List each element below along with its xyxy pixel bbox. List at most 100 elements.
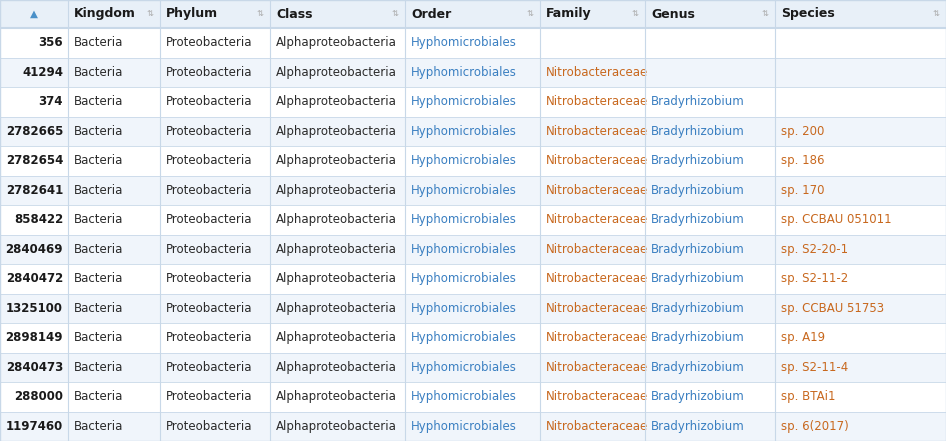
Text: Bradyrhizobium: Bradyrhizobium [651, 243, 745, 256]
Text: Alphaproteobacteria: Alphaproteobacteria [276, 66, 397, 79]
Text: Nitrobacteraceae: Nitrobacteraceae [546, 213, 648, 226]
Bar [0, 205, 946, 235]
Text: 1325100: 1325100 [6, 302, 63, 315]
Text: Bradyrhizobium: Bradyrhizobium [651, 302, 745, 315]
Text: sp. BTAi1: sp. BTAi1 [781, 390, 835, 403]
Text: Phylum: Phylum [166, 7, 219, 20]
Text: sp. S2-11-2: sp. S2-11-2 [781, 272, 849, 285]
Text: 858422: 858422 [14, 213, 63, 226]
Text: Bacteria: Bacteria [74, 184, 123, 197]
Text: Hyphomicrobiales: Hyphomicrobiales [411, 36, 517, 49]
Text: Hyphomicrobiales: Hyphomicrobiales [411, 213, 517, 226]
Text: Alphaproteobacteria: Alphaproteobacteria [276, 420, 397, 433]
Text: ⇅: ⇅ [257, 10, 264, 19]
Text: ▲: ▲ [30, 9, 38, 19]
Text: Alphaproteobacteria: Alphaproteobacteria [276, 361, 397, 374]
Text: Class: Class [276, 7, 312, 20]
Text: Bacteria: Bacteria [74, 390, 123, 403]
Text: Bacteria: Bacteria [74, 125, 123, 138]
Text: Proteobacteria: Proteobacteria [166, 331, 253, 344]
Text: Hyphomicrobiales: Hyphomicrobiales [411, 390, 517, 403]
Text: Genus: Genus [651, 7, 695, 20]
Text: Proteobacteria: Proteobacteria [166, 184, 253, 197]
Text: sp. A19: sp. A19 [781, 331, 825, 344]
Bar [0, 323, 946, 352]
Text: ⇅: ⇅ [527, 10, 534, 19]
Text: Proteobacteria: Proteobacteria [166, 125, 253, 138]
Text: ⇅: ⇅ [933, 10, 940, 19]
Text: sp. 200: sp. 200 [781, 125, 824, 138]
Text: Alphaproteobacteria: Alphaproteobacteria [276, 213, 397, 226]
Bar [0, 176, 946, 205]
Text: Hyphomicrobiales: Hyphomicrobiales [411, 66, 517, 79]
Text: sp. CCBAU 051011: sp. CCBAU 051011 [781, 213, 892, 226]
Text: Hyphomicrobiales: Hyphomicrobiales [411, 420, 517, 433]
Text: sp. 6(2017): sp. 6(2017) [781, 420, 849, 433]
Text: Bacteria: Bacteria [74, 36, 123, 49]
Text: Bacteria: Bacteria [74, 66, 123, 79]
Text: Kingdom: Kingdom [74, 7, 136, 20]
Text: sp. CCBAU 51753: sp. CCBAU 51753 [781, 302, 885, 315]
Text: Bradyrhizobium: Bradyrhizobium [651, 361, 745, 374]
Text: Nitrobacteraceae: Nitrobacteraceae [546, 66, 648, 79]
Text: 2782641: 2782641 [6, 184, 63, 197]
Bar [0, 352, 946, 382]
Text: Bradyrhizobium: Bradyrhizobium [651, 154, 745, 167]
Bar [0, 264, 946, 294]
Text: Nitrobacteraceae: Nitrobacteraceae [546, 184, 648, 197]
Text: Proteobacteria: Proteobacteria [166, 243, 253, 256]
Text: Nitrobacteraceae: Nitrobacteraceae [546, 390, 648, 403]
Text: 2782654: 2782654 [6, 154, 63, 167]
Text: Species: Species [781, 7, 834, 20]
Text: Alphaproteobacteria: Alphaproteobacteria [276, 184, 397, 197]
Bar [0, 294, 946, 323]
Text: Hyphomicrobiales: Hyphomicrobiales [411, 243, 517, 256]
Text: Hyphomicrobiales: Hyphomicrobiales [411, 272, 517, 285]
Text: Proteobacteria: Proteobacteria [166, 66, 253, 79]
Text: ⇅: ⇅ [147, 10, 154, 19]
Text: Alphaproteobacteria: Alphaproteobacteria [276, 36, 397, 49]
Text: Order: Order [411, 7, 451, 20]
Bar [0, 235, 946, 264]
Bar [0, 382, 946, 411]
Text: Nitrobacteraceae: Nitrobacteraceae [546, 154, 648, 167]
Text: Family: Family [546, 7, 591, 20]
Text: 356: 356 [39, 36, 63, 49]
Text: Proteobacteria: Proteobacteria [166, 272, 253, 285]
Text: Alphaproteobacteria: Alphaproteobacteria [276, 390, 397, 403]
Text: Hyphomicrobiales: Hyphomicrobiales [411, 95, 517, 108]
Text: Bradyrhizobium: Bradyrhizobium [651, 390, 745, 403]
Text: Nitrobacteraceae: Nitrobacteraceae [546, 272, 648, 285]
Text: Bacteria: Bacteria [74, 302, 123, 315]
Text: ⇅: ⇅ [392, 10, 399, 19]
Bar [0, 87, 946, 116]
Text: sp. S2-11-4: sp. S2-11-4 [781, 361, 849, 374]
Text: Proteobacteria: Proteobacteria [166, 154, 253, 167]
Text: sp. S2-20-1: sp. S2-20-1 [781, 243, 849, 256]
Text: Proteobacteria: Proteobacteria [166, 390, 253, 403]
Text: 1197460: 1197460 [6, 420, 63, 433]
Text: 288000: 288000 [14, 390, 63, 403]
Text: ⇅: ⇅ [632, 10, 639, 19]
Text: Alphaproteobacteria: Alphaproteobacteria [276, 154, 397, 167]
Text: Bacteria: Bacteria [74, 243, 123, 256]
Text: Nitrobacteraceae: Nitrobacteraceae [546, 243, 648, 256]
Text: Bacteria: Bacteria [74, 331, 123, 344]
Text: Bacteria: Bacteria [74, 272, 123, 285]
Text: 2840469: 2840469 [6, 243, 63, 256]
Text: 2898149: 2898149 [6, 331, 63, 344]
Text: Alphaproteobacteria: Alphaproteobacteria [276, 331, 397, 344]
Text: Bacteria: Bacteria [74, 213, 123, 226]
Bar [0, 411, 946, 441]
Text: Bradyrhizobium: Bradyrhizobium [651, 95, 745, 108]
Text: Bradyrhizobium: Bradyrhizobium [651, 420, 745, 433]
Text: sp. 170: sp. 170 [781, 184, 825, 197]
Text: Bradyrhizobium: Bradyrhizobium [651, 125, 745, 138]
Bar [0, 146, 946, 176]
Text: Bradyrhizobium: Bradyrhizobium [651, 331, 745, 344]
Text: Alphaproteobacteria: Alphaproteobacteria [276, 302, 397, 315]
Text: Hyphomicrobiales: Hyphomicrobiales [411, 302, 517, 315]
Bar [0, 57, 946, 87]
Text: ⇅: ⇅ [762, 10, 769, 19]
Text: Bacteria: Bacteria [74, 154, 123, 167]
